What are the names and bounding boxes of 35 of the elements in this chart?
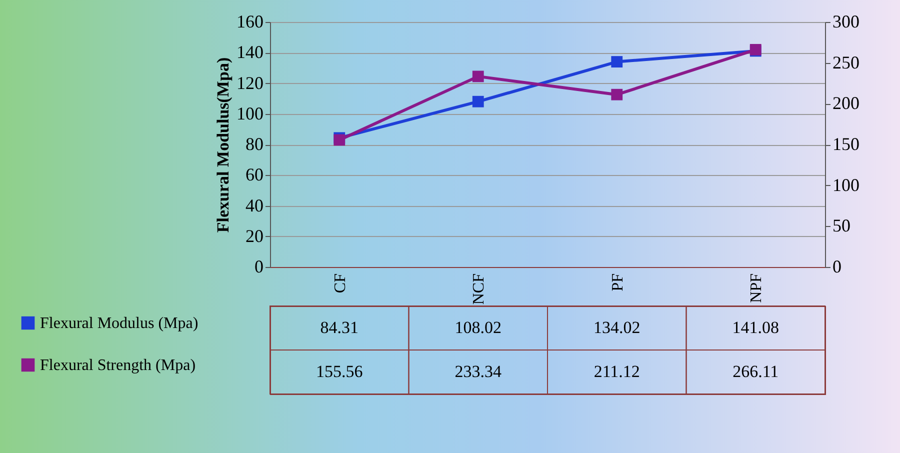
x-tick-label: CF [332, 273, 349, 294]
point [472, 96, 484, 108]
y2-tick-label: 150 [832, 134, 860, 154]
y2-tick-label: 100 [832, 174, 860, 195]
data-label: 266.11 [732, 362, 779, 381]
y2-tick-label: 200 [832, 93, 860, 114]
y-tick-label: 100 [236, 103, 264, 124]
y2-tick-label: 50 [832, 216, 850, 236]
y2-tick-label: 300 [832, 12, 860, 32]
point [472, 70, 484, 82]
data-label: 211.12 [594, 362, 640, 381]
data-label: 233.34 [454, 362, 502, 381]
y-tick-label: 0 [254, 256, 264, 276]
y-tick-label: 20 [246, 226, 264, 246]
legend-label: Flexural Modulus (Mpa) [40, 315, 198, 332]
y2-tick-label: 250 [832, 52, 860, 72]
data-label: 141.08 [732, 318, 779, 337]
x-tick-label: PF [609, 273, 626, 292]
point [611, 88, 623, 100]
data-label: 134.02 [594, 318, 640, 337]
y-tick-label: 60 [246, 164, 264, 185]
point [611, 56, 623, 68]
y-tick-label: 80 [246, 134, 264, 154]
data-label: 84.31 [320, 318, 358, 337]
legend-label: Flexural Strength (Mpa) [40, 357, 196, 374]
y-axis-title: Flexural Modulus(Mpa) [214, 57, 232, 233]
data-label: 155.56 [316, 362, 363, 381]
y2-tick-label: 0 [832, 256, 842, 276]
y-tick-label: 40 [246, 195, 264, 216]
x-tick-label: NCF [470, 273, 488, 305]
y-tick-label: 140 [236, 42, 264, 62]
y-tick-label: 160 [236, 12, 264, 32]
x-tick-label: NPF [748, 273, 766, 303]
data-label: 108.02 [454, 318, 502, 337]
y-tick-label: 120 [236, 72, 264, 93]
